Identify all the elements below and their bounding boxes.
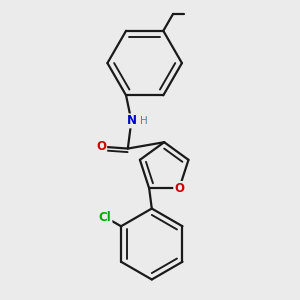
- Text: O: O: [174, 182, 184, 195]
- Text: H: H: [140, 116, 148, 126]
- Text: Cl: Cl: [99, 211, 112, 224]
- Text: O: O: [96, 140, 106, 153]
- Text: N: N: [126, 114, 136, 128]
